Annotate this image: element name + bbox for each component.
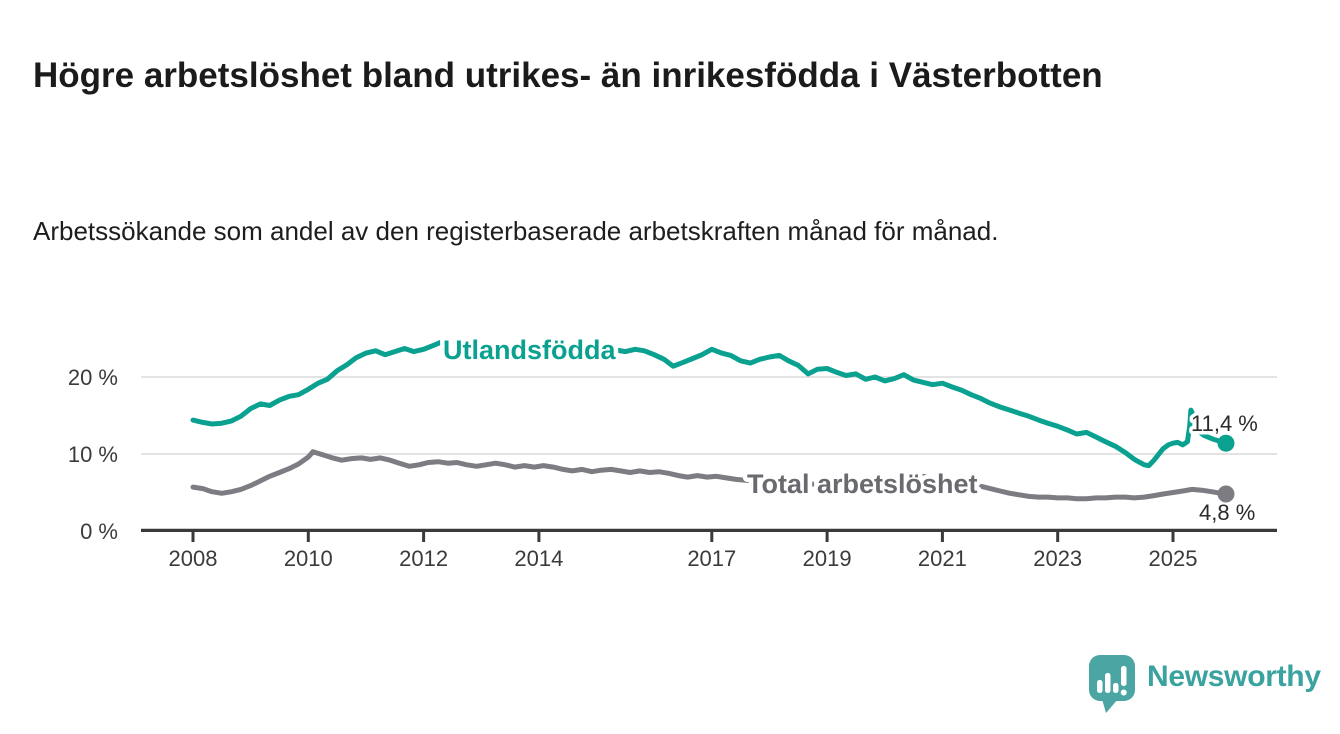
series-end-dot-1 <box>1217 485 1235 503</box>
chart-line-layer <box>190 339 1229 502</box>
x-tick-label: 2021 <box>918 546 967 571</box>
page-title: Högre arbetslöshet bland utrikes- än inr… <box>33 56 1103 96</box>
bar-chart-speech-bubble-icon <box>1089 655 1135 713</box>
series-line-0 <box>190 339 1229 469</box>
x-tick-label: 2017 <box>687 546 736 571</box>
x-tick-label: 2014 <box>514 546 563 571</box>
newsworthy-logo: Newsworthy <box>1088 654 1321 716</box>
end-value-label-utlandsfodda: 11,4 % <box>1191 411 1258 436</box>
series-label-utlandsfodda: Utlandsfödda <box>443 335 616 365</box>
x-tick-label: 2010 <box>284 546 333 571</box>
series-end-dot-0 <box>1217 434 1235 452</box>
x-tick-label: 2008 <box>169 546 218 571</box>
y-tick-label: 10 % <box>68 442 118 467</box>
y-tick-label: 20 % <box>68 365 118 390</box>
page-subtitle: Arbetssökande som andel av den registerb… <box>33 216 999 246</box>
series-label-total-arbetsloshet: Total arbetslöshet <box>747 469 978 499</box>
end-value-label-total-arbetsloshet: 4,8 % <box>1199 500 1255 525</box>
y-tick-label: 0 % <box>80 519 118 544</box>
x-tick-label: 2025 <box>1149 546 1198 571</box>
x-tick-label: 2012 <box>399 546 448 571</box>
newsworthy-logo-text: Newsworthy <box>1147 660 1321 693</box>
series-line-1 <box>190 449 1229 502</box>
x-tick-label: 2019 <box>803 546 852 571</box>
chart-grid-layer: 0 % 10 % 20 % 2008 2010 2012 2014 2017 2019 2021 2… <box>68 365 1277 571</box>
x-tick-label: 2023 <box>1033 546 1082 571</box>
